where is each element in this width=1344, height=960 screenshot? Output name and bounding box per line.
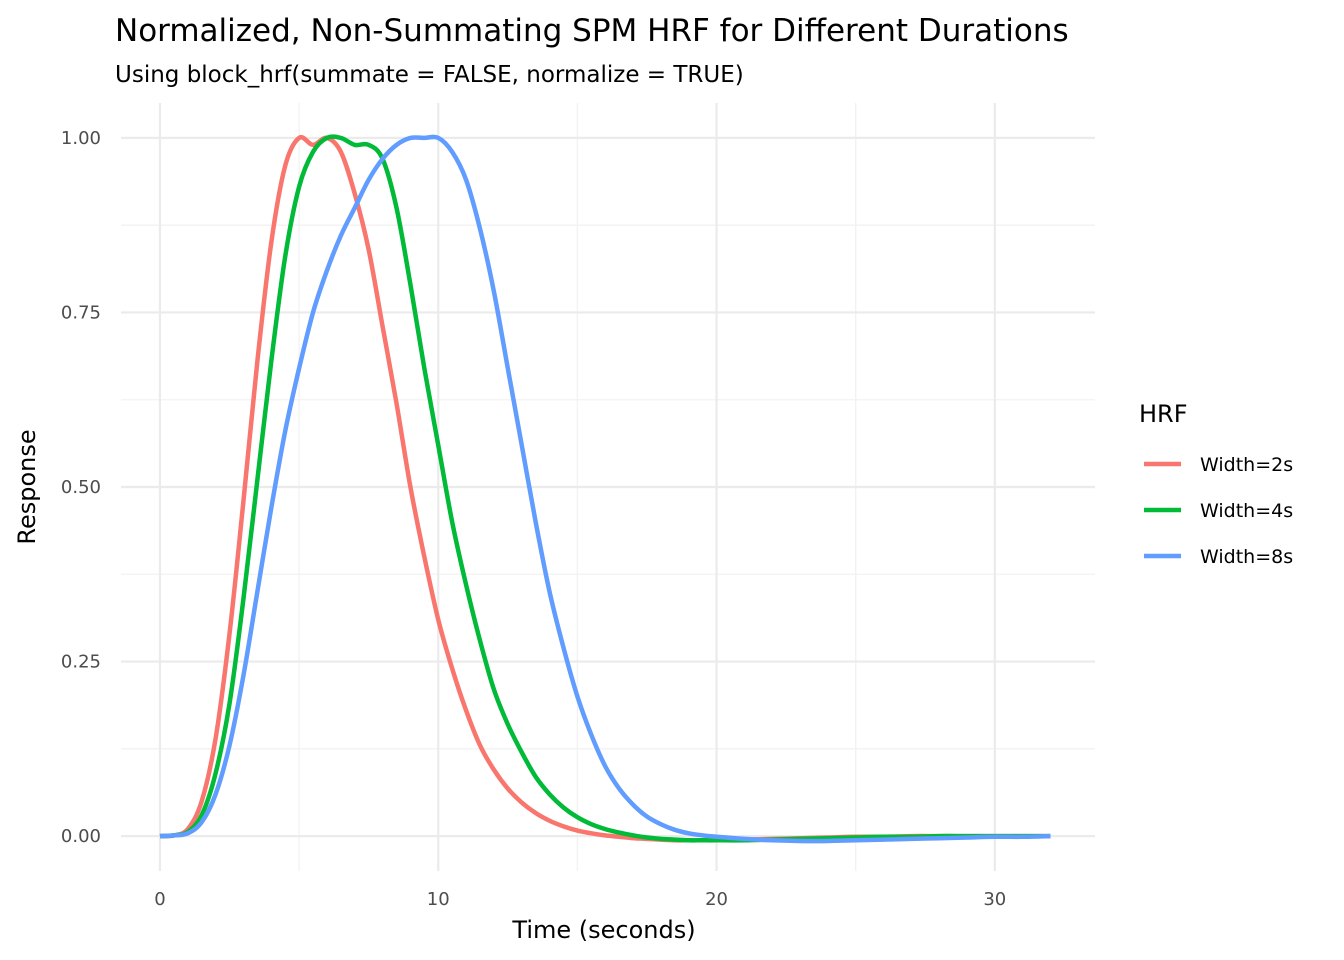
legend-label: Width=4s — [1200, 500, 1293, 522]
y-tick-label: 0.50 — [61, 477, 101, 498]
legend-entry-width-8s: Width=8s — [1144, 546, 1293, 568]
major-gridlines — [121, 103, 1095, 871]
legend-label: Width=2s — [1200, 454, 1293, 476]
x-axis-title: Time (seconds) — [511, 916, 695, 944]
series-line-width-4s — [159, 134, 1051, 843]
legend: HRF Width=2s Width=4s Width=8s — [1139, 400, 1293, 568]
x-axis-ticks: 0 10 20 30 — [154, 889, 1006, 910]
x-tick-label: 20 — [705, 889, 728, 910]
plot-panel — [121, 103, 1095, 871]
chart-subtitle: Using block_hrf(summate = FALSE, normali… — [115, 62, 744, 88]
series-line-width-8s — [159, 134, 1051, 844]
y-axis-ticks: 0.00 0.25 0.50 0.75 1.00 — [61, 128, 101, 847]
series-line-width-2s — [159, 134, 1051, 843]
legend-entries: Width=2s Width=4s Width=8s — [1144, 454, 1293, 568]
legend-entry-width-4s: Width=4s — [1144, 500, 1293, 522]
series-layer — [159, 134, 1051, 844]
y-axis-title: Response — [13, 429, 41, 544]
chart-title: Normalized, Non-Summating SPM HRF for Di… — [115, 13, 1069, 49]
y-tick-label: 0.25 — [61, 652, 101, 673]
legend-title: HRF — [1139, 400, 1188, 428]
y-tick-label: 1.00 — [61, 128, 101, 149]
legend-label: Width=8s — [1200, 546, 1293, 568]
legend-entry-width-2s: Width=2s — [1144, 454, 1293, 476]
x-tick-label: 10 — [427, 889, 450, 910]
y-tick-label: 0.00 — [61, 826, 101, 847]
minor-gridlines — [121, 103, 1095, 871]
x-tick-label: 30 — [983, 889, 1006, 910]
x-tick-label: 0 — [154, 889, 165, 910]
y-tick-label: 0.75 — [61, 302, 101, 323]
